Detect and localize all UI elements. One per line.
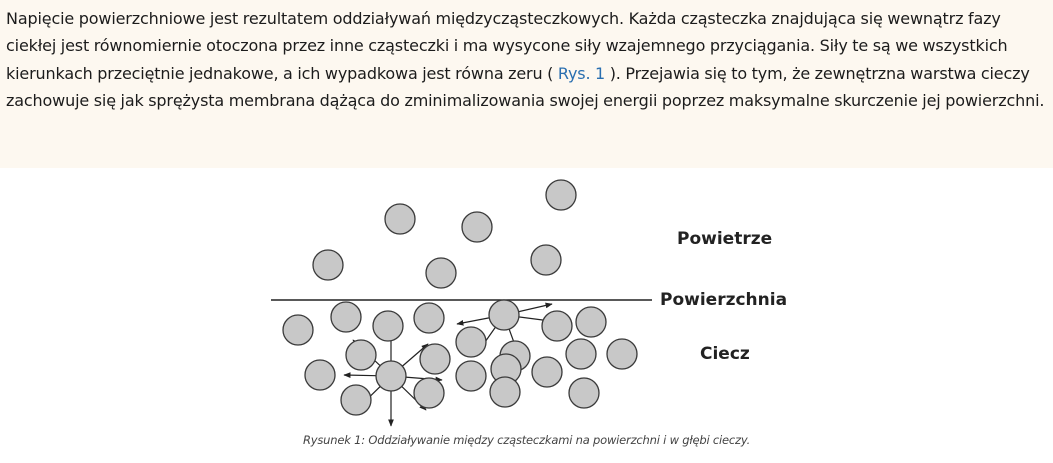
liquid-molecule bbox=[330, 301, 362, 333]
gas-molecule bbox=[461, 211, 493, 243]
liquid-molecule bbox=[488, 299, 520, 331]
liquid-molecule bbox=[541, 310, 573, 342]
gas-molecule bbox=[545, 179, 577, 211]
liquid-molecule bbox=[413, 302, 445, 334]
liquid-molecule bbox=[455, 326, 487, 358]
liquid-molecule bbox=[531, 356, 563, 388]
liquid-molecule bbox=[575, 306, 607, 338]
liquid-molecule bbox=[340, 384, 372, 416]
label-air: Powietrze bbox=[677, 229, 772, 249]
liquid-molecule bbox=[375, 360, 407, 392]
molecule-figure: Powietrze Powierzchnia Ciecz bbox=[260, 172, 800, 434]
gas-molecule bbox=[312, 249, 344, 281]
paragraph: Napięcie powierzchniowe jest rezultatem … bbox=[6, 5, 1047, 115]
liquid-molecule bbox=[345, 339, 377, 371]
gas-molecule bbox=[425, 257, 457, 289]
label-liquid: Ciecz bbox=[700, 344, 750, 364]
liquid-molecule bbox=[372, 310, 404, 342]
liquid-molecule bbox=[304, 359, 336, 391]
liquid-molecule bbox=[606, 338, 638, 370]
liquid-molecule bbox=[419, 343, 451, 375]
liquid-molecule bbox=[568, 377, 600, 409]
text-section: Napięcie powierzchniowe jest rezultatem … bbox=[0, 0, 1053, 168]
liquid-molecule bbox=[282, 314, 314, 346]
figure-caption: Rysunek 1: Oddziaływanie między cząstecz… bbox=[302, 433, 751, 447]
gas-molecule bbox=[384, 203, 416, 235]
figure-reference-link[interactable]: Rys. 1 bbox=[557, 63, 606, 83]
liquid-molecule bbox=[413, 377, 445, 409]
liquid-molecule bbox=[489, 376, 521, 408]
liquid-molecule bbox=[455, 360, 487, 392]
liquid-molecule bbox=[565, 338, 597, 370]
molecule-diagram: Powietrze Powierzchnia Ciecz bbox=[271, 179, 787, 427]
paragraph-text-end: ). Przejawia się to tym, że zewnętrzna w… bbox=[6, 63, 1045, 111]
gas-molecule bbox=[530, 244, 562, 276]
label-surface: Powierzchnia bbox=[660, 290, 787, 310]
paragraph-text-start: Napięcie powierzchniowe jest rezultatem … bbox=[6, 9, 1008, 83]
